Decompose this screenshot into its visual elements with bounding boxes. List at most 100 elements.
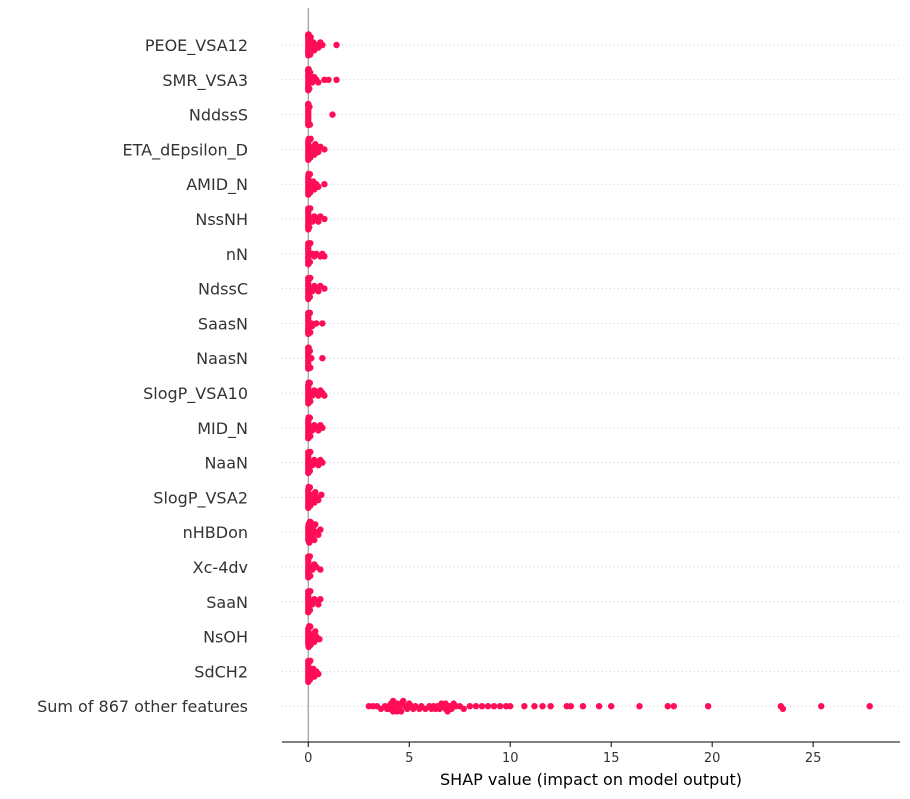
- feature-row-points: [305, 483, 325, 511]
- x-tick-label: 20: [704, 751, 721, 766]
- feature-row-points: [305, 344, 326, 372]
- data-point: [307, 69, 314, 76]
- feature-label: NaasN: [196, 349, 248, 368]
- feature-label: ETA_dEpsilon_D: [123, 140, 248, 160]
- data-point: [315, 531, 322, 538]
- x-tick-label: 10: [502, 751, 519, 766]
- feature-row-points: [305, 553, 324, 581]
- data-point: [539, 703, 546, 710]
- data-point: [315, 601, 322, 608]
- data-point: [307, 274, 314, 282]
- data-point: [333, 76, 340, 84]
- data-point: [307, 448, 314, 456]
- feature-label: NaaN: [204, 454, 248, 473]
- data-point: [547, 703, 554, 710]
- data-point: [397, 708, 405, 715]
- data-point: [315, 288, 322, 295]
- x-tick-label: 5: [405, 751, 413, 766]
- feature-row-points: [305, 205, 328, 233]
- data-point: [664, 703, 671, 710]
- data-point: [399, 697, 407, 705]
- data-point: [704, 703, 712, 710]
- data-point: [306, 293, 314, 301]
- data-point: [306, 103, 313, 111]
- data-point: [311, 638, 318, 645]
- grid-lines: [282, 44, 900, 707]
- data-point: [307, 205, 314, 212]
- feature-label: MID_N: [197, 419, 248, 439]
- data-point: [306, 467, 314, 475]
- data-point: [866, 703, 873, 710]
- feature-label: SlogP_VSA10: [143, 384, 248, 404]
- feature-row-points: [305, 135, 328, 163]
- data-point: [306, 484, 314, 491]
- feature-label: NsOH: [203, 628, 248, 647]
- x-tick-label: 0: [304, 751, 312, 766]
- feature-row-points: [305, 657, 322, 685]
- data-point: [315, 183, 322, 190]
- feature-row-points: [305, 588, 324, 616]
- data-point: [307, 34, 314, 41]
- feature-labels: PEOE_VSA12 SMR_VSA3 NddssS ETA_dEpsilon_D AM…: [37, 36, 248, 716]
- feature-label: AMID_N: [186, 175, 248, 195]
- data-point: [319, 320, 326, 327]
- data-point: [321, 253, 328, 260]
- data-point: [306, 553, 314, 560]
- data-point: [307, 572, 314, 580]
- feature-label: SlogP_VSA2: [153, 488, 248, 508]
- data-point: [521, 703, 528, 710]
- data-point: [306, 606, 314, 614]
- feature-row-points: [305, 66, 340, 94]
- data-point: [312, 141, 319, 148]
- feature-label: nN: [226, 245, 248, 264]
- data-point: [333, 41, 340, 49]
- data-point: [579, 703, 587, 710]
- data-point: [595, 703, 603, 710]
- data-point: [306, 171, 314, 178]
- data-point: [329, 111, 336, 118]
- data-point: [308, 355, 315, 362]
- feature-row-points: [305, 448, 326, 477]
- data-point: [315, 148, 322, 156]
- feature-label: nHBDon: [183, 523, 248, 542]
- data-point: [319, 424, 326, 431]
- data-point: [316, 636, 323, 643]
- data-point: [307, 432, 314, 440]
- data-point: [315, 79, 322, 86]
- data-point: [490, 703, 498, 710]
- feature-label: NddssS: [189, 106, 248, 125]
- feature-label: Xc-4dv: [193, 558, 248, 577]
- data-point: [311, 536, 318, 544]
- data-point: [478, 703, 486, 710]
- data-point: [306, 347, 314, 355]
- data-point: [484, 703, 492, 710]
- data-point: [307, 398, 314, 405]
- data-point: [307, 240, 314, 247]
- data-point: [307, 51, 314, 58]
- data-point: [312, 489, 319, 496]
- data-point: [321, 392, 328, 399]
- x-tick-label: 15: [603, 751, 620, 766]
- feature-row-points: [305, 31, 340, 59]
- data-point: [636, 703, 643, 710]
- data-point: [321, 215, 328, 223]
- x-axis: 0 5 10 15 20 25: [282, 741, 900, 766]
- data-point: [319, 41, 326, 49]
- data-point: [321, 146, 328, 153]
- data-point: [466, 703, 474, 710]
- data-point: [306, 414, 314, 421]
- data-point: [507, 703, 514, 710]
- data-points: [305, 31, 873, 715]
- data-point: [307, 135, 314, 142]
- data-point: [325, 76, 332, 84]
- feature-row-points: [305, 309, 326, 337]
- data-point: [307, 588, 314, 595]
- feature-label: Sum of 867 other features: [37, 697, 248, 716]
- data-point: [531, 703, 538, 710]
- feature-row-points: [305, 274, 328, 303]
- feature-label: NdssC: [198, 280, 248, 299]
- feature-row-points: [305, 623, 323, 651]
- data-point: [321, 181, 328, 188]
- data-point: [472, 703, 480, 710]
